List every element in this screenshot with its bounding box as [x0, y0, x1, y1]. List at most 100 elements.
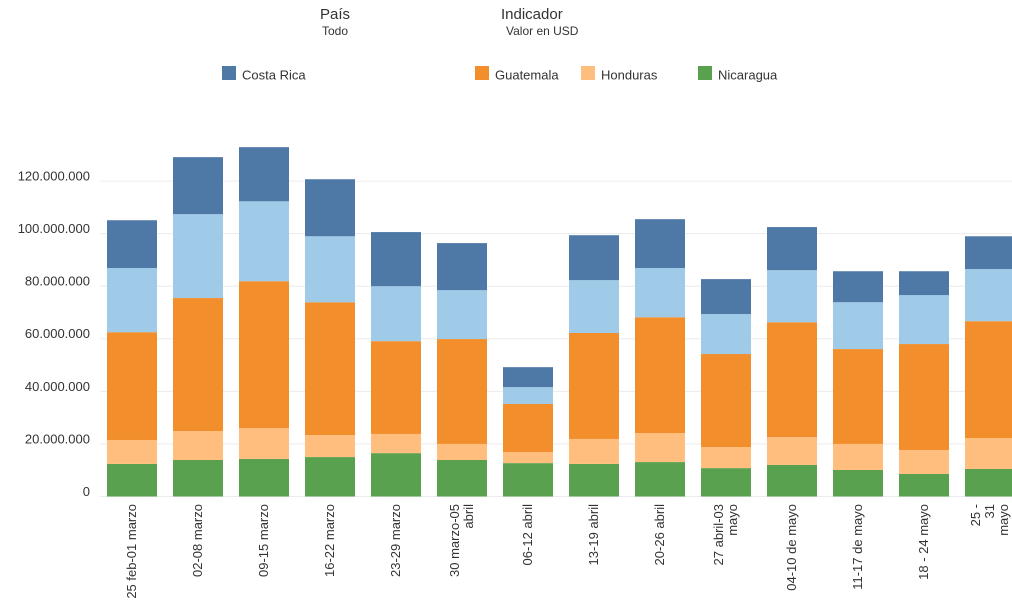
- x-tick-label: 30 marzo-05 abril: [447, 504, 476, 577]
- filter-value: Valor en USD: [506, 24, 579, 38]
- y-tick-label: 60.000.000: [25, 326, 90, 341]
- bar-segment: [371, 453, 421, 497]
- bar-segment: [767, 464, 817, 497]
- filter-label: País: [320, 6, 350, 23]
- bar-segment: [305, 302, 355, 435]
- bar-segment: [767, 270, 817, 323]
- bar-segment: [371, 286, 421, 342]
- bar-segment: [173, 157, 223, 215]
- bar-segment: [899, 473, 949, 497]
- bar-segment: [965, 468, 1012, 497]
- bar-segment: [305, 457, 355, 497]
- bar-segment: [437, 290, 487, 340]
- y-tick-label: 120.000.000: [18, 169, 90, 184]
- x-tick-label: 09-15 marzo: [256, 504, 271, 577]
- legend-swatch: [698, 66, 712, 80]
- bar-segment: [701, 447, 751, 469]
- bar-segment: [635, 433, 685, 463]
- x-tick-label: 18 - 24 mayo: [916, 504, 931, 580]
- bar-segment: [371, 232, 421, 287]
- bar-segment: [107, 332, 157, 440]
- x-tick-label: 27 abril-03 mayo: [711, 504, 740, 566]
- bar-segment: [701, 314, 751, 355]
- bar-segment: [173, 214, 223, 299]
- bar-segment: [437, 243, 487, 291]
- x-tick-label: 06-12 abril: [520, 504, 535, 566]
- bar-segment: [239, 201, 289, 282]
- bar-segment: [503, 452, 553, 464]
- bar-segment: [833, 469, 883, 497]
- bar-segment: [371, 341, 421, 434]
- bar-segment: [569, 463, 619, 497]
- x-tick-label: 11-17 de mayo: [850, 504, 865, 590]
- x-tick-label: 23-29 marzo: [388, 504, 403, 577]
- bar-segment: [635, 219, 685, 269]
- bar-segment: [503, 387, 553, 404]
- bar-segment: [569, 280, 619, 334]
- y-tick-label: 20.000.000: [25, 431, 90, 446]
- bar-segment: [701, 354, 751, 448]
- bar-segment: [239, 428, 289, 459]
- bar-segment: [107, 220, 157, 269]
- bar-segment: [701, 279, 751, 315]
- bar-segment: [635, 317, 685, 434]
- legend-swatch: [581, 66, 595, 80]
- bar-segment: [305, 179, 355, 237]
- bar-segment: [107, 439, 157, 464]
- bar-segment: [437, 339, 487, 444]
- bar-segment: [767, 227, 817, 271]
- legend-swatch: [222, 66, 236, 80]
- bar-segment: [305, 434, 355, 458]
- bar-segment: [569, 235, 619, 281]
- bar-segment: [833, 349, 883, 444]
- bar-segment: [107, 463, 157, 497]
- bar-segment: [239, 281, 289, 429]
- y-tick-label: 100.000.000: [18, 221, 90, 236]
- bar-segment: [569, 333, 619, 439]
- x-tick-label: 13-19 abril: [586, 504, 601, 566]
- bar-segment: [173, 459, 223, 497]
- x-tick-label: 25 - 31 mayo: [968, 503, 1011, 536]
- bar-segment: [239, 147, 289, 202]
- bar-segment: [371, 433, 421, 454]
- x-tick-label: 02-08 marzo: [190, 504, 205, 577]
- bar-segment: [503, 367, 553, 388]
- bar-segment: [173, 431, 223, 460]
- bar-segment: [503, 463, 553, 497]
- y-tick-label: 0: [83, 484, 90, 499]
- legend-label: Costa Rica: [242, 67, 306, 82]
- bar-segment: [965, 236, 1012, 270]
- bar-segment: [833, 302, 883, 350]
- bar-segment: [635, 462, 685, 497]
- bar-segment: [899, 271, 949, 296]
- x-tick-label: 20-26 abril: [652, 504, 667, 566]
- bar-segment: [767, 322, 817, 438]
- bar-segment: [899, 295, 949, 345]
- legend-label: Nicaragua: [718, 67, 778, 82]
- bar-segment: [965, 438, 1012, 469]
- bar-segment: [107, 268, 157, 333]
- bar-segment: [239, 458, 289, 497]
- legend-label: Honduras: [601, 67, 658, 82]
- bar-segment: [833, 271, 883, 303]
- x-tick-label: 04-10 de mayo: [784, 504, 799, 591]
- bar-segment: [437, 443, 487, 460]
- bar-segment: [635, 268, 685, 318]
- y-tick-label: 80.000.000: [25, 274, 90, 289]
- bar-segment: [833, 443, 883, 470]
- filter-label: Indicador: [501, 6, 563, 23]
- bar-segment: [767, 437, 817, 465]
- bar-segment: [503, 403, 553, 453]
- bar-segment: [899, 344, 949, 450]
- bar-segment: [305, 236, 355, 303]
- bar-segment: [701, 468, 751, 497]
- filter-value: Todo: [322, 24, 348, 38]
- legend-swatch: [475, 66, 489, 80]
- bar-segment: [965, 269, 1012, 322]
- bar-segment: [899, 449, 949, 474]
- legend-label: Guatemala: [495, 67, 559, 82]
- bar-segment: [437, 459, 487, 497]
- bar-segment: [569, 438, 619, 464]
